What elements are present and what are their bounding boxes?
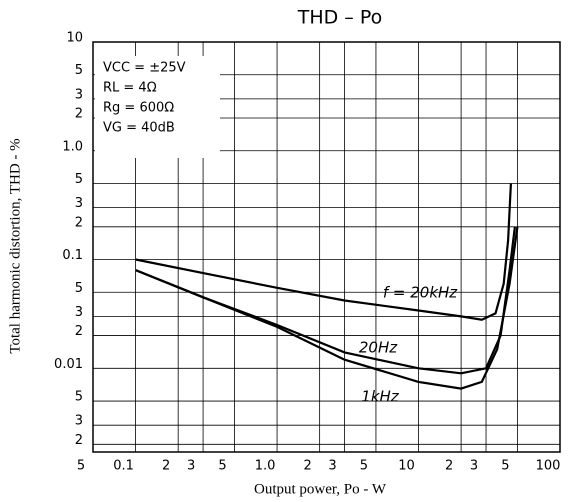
- chart-title: THD – Po: [297, 7, 383, 29]
- y-tick-label: 2: [75, 324, 83, 339]
- x-tick-label: 5: [218, 459, 226, 474]
- x-tick-label: 0.1: [113, 459, 134, 474]
- x-tick-label: 2: [162, 459, 170, 474]
- x-tick-label: 1.0: [255, 459, 276, 474]
- series-label: f = 20kHz: [383, 284, 458, 302]
- x-tick-label: 5: [77, 459, 85, 474]
- annotation: Rg = 600Ω: [103, 101, 174, 116]
- legend-box: [95, 56, 220, 158]
- x-tick-label: 5: [501, 459, 509, 474]
- y-tick-label: 3: [75, 196, 83, 211]
- annotation: VCC = ±25V: [103, 61, 186, 76]
- series-label: 1kHz: [361, 388, 400, 406]
- y-tick-label: 0.1: [62, 248, 83, 263]
- y-tick-label: 5: [75, 172, 83, 187]
- series-label: 20Hz: [359, 339, 398, 357]
- x-tick-label: 3: [187, 459, 195, 474]
- y-tick-label: 5: [75, 281, 83, 296]
- y-tick-label: 2: [75, 433, 83, 448]
- y-tick-label: 3: [75, 305, 83, 320]
- y-axis-label: Total harmonic distortion, THD - %: [7, 138, 23, 353]
- x-tick-label: 5: [360, 459, 368, 474]
- y-tick-label: 10: [66, 31, 83, 46]
- x-tick-label: 2: [304, 459, 312, 474]
- y-tick-label: 3: [75, 414, 83, 429]
- y-tick-label: 1.0: [62, 139, 83, 154]
- series-line: [135, 226, 519, 390]
- x-tick-label: 3: [328, 459, 336, 474]
- annotation: VG = 40dB: [103, 121, 175, 136]
- y-tick-label: 3: [75, 87, 83, 102]
- y-tick-label: 5: [75, 63, 83, 78]
- y-tick-label: 2: [75, 215, 83, 230]
- x-tick-label: 2: [445, 459, 453, 474]
- x-tick-label: 10: [398, 459, 415, 474]
- y-tick-label: 2: [75, 107, 83, 122]
- annotation: RL = 4Ω: [103, 81, 157, 96]
- x-axis-label: Output power, Po - W: [254, 481, 387, 497]
- x-tick-label: 100: [536, 459, 561, 474]
- y-tick-label: 0.01: [54, 357, 83, 372]
- x-tick-label: 3: [470, 459, 478, 474]
- y-tick-label: 5: [75, 390, 83, 405]
- series-line: [135, 183, 512, 321]
